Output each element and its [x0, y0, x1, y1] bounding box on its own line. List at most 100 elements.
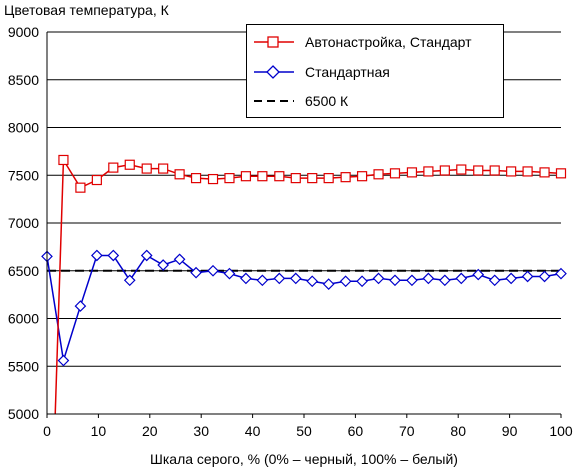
x-tick-label: 80	[450, 423, 466, 439]
y-tick-label: 7000	[8, 215, 39, 231]
series-auto-point	[108, 162, 119, 173]
legend-item-standard: Стандартная	[253, 62, 390, 82]
legend-swatch-dashed-black	[254, 100, 294, 102]
series-standard-point	[157, 259, 170, 271]
legend-label-standard: Стандартная	[305, 64, 390, 80]
series-standard-point	[339, 275, 352, 288]
series-standard-point	[74, 300, 87, 312]
legend-label-6500k: 6500 К	[305, 93, 349, 109]
series-standard-point	[505, 272, 517, 285]
series-standard-point	[538, 270, 551, 283]
series-auto	[54, 154, 567, 415]
series-auto-point	[240, 171, 252, 182]
series-auto-point	[439, 165, 450, 176]
series-standard-point	[438, 274, 451, 287]
x-tick-label: 100	[549, 423, 573, 439]
x-tick-label: 70	[399, 423, 415, 439]
series-standard-point	[207, 264, 219, 277]
legend-item-auto: Автонастройка, Стандарт	[253, 32, 472, 52]
series-standard-point	[406, 274, 418, 287]
x-tick-label: 60	[348, 423, 364, 439]
series-standard-point	[422, 272, 435, 285]
series-standard-point	[488, 274, 501, 287]
legend-item-6500k: 6500 К	[253, 91, 348, 111]
series-standard-point	[372, 272, 385, 285]
x-tick-label: 10	[91, 423, 107, 439]
series-auto-point	[522, 166, 533, 177]
series-standard	[41, 249, 567, 367]
series-auto-point	[356, 171, 368, 182]
series-auto-point	[423, 166, 434, 177]
y-tick-label: 7500	[8, 167, 39, 183]
x-tick-label: 0	[43, 423, 51, 439]
series-auto-point	[340, 172, 351, 183]
series-standard-point	[123, 274, 136, 287]
series-auto-point	[307, 173, 318, 184]
series-standard-point	[521, 270, 534, 283]
legend-label-auto: Автонастройка, Стандарт	[305, 34, 472, 50]
series-auto-point	[323, 173, 334, 184]
y-axis-tick-labels: 9000 8500 8000 7500 7000 6500 6000 5500 5000	[8, 24, 39, 422]
series-auto-point	[456, 164, 467, 175]
series-standard-point	[389, 274, 401, 287]
series-standard-point	[91, 249, 103, 262]
series-auto-point	[190, 173, 202, 184]
x-tick-label: 30	[193, 423, 209, 439]
series-auto-point	[91, 174, 102, 186]
series-standard-point	[57, 354, 70, 367]
series-auto-point	[58, 154, 69, 166]
series-standard-point	[256, 274, 269, 287]
legend-swatch-diamond-blue	[254, 65, 294, 79]
y-tick-label: 5000	[8, 406, 39, 422]
series-standard-point	[455, 272, 468, 285]
series-standard-point	[555, 267, 567, 280]
series-auto-point	[290, 173, 301, 184]
chart-title: Цветовая температура, К	[4, 2, 170, 18]
series-standard-point	[356, 275, 368, 288]
x-tick-label: 20	[142, 423, 158, 439]
series-standard-point	[322, 278, 335, 290]
x-tick-label: 50	[296, 423, 312, 439]
series-standard-point	[223, 267, 236, 280]
y-tick-label: 6500	[8, 263, 39, 279]
series-auto-point	[373, 169, 384, 180]
series-auto-point	[406, 167, 418, 178]
chart-legend: Автонастройка, Стандарт Стандартная 6500…	[246, 24, 504, 118]
series-standard-point	[240, 272, 252, 285]
series-auto-point	[141, 163, 152, 174]
series-auto-point	[506, 166, 517, 177]
series-standard-point	[306, 275, 319, 288]
series-auto-point	[473, 165, 484, 176]
legend-swatch-square-red	[254, 36, 294, 48]
series-auto-point	[124, 159, 135, 170]
series-auto-point	[274, 171, 285, 182]
series-auto-point	[174, 169, 185, 180]
series-standard-point	[273, 272, 286, 285]
y-tick-label: 5500	[8, 358, 39, 374]
x-tick-label: 40	[245, 423, 261, 439]
series-auto-point	[257, 171, 268, 182]
y-tick-label: 6000	[8, 311, 39, 327]
series-auto-point	[389, 168, 401, 179]
series-auto-point	[158, 163, 169, 174]
series-standard-point	[472, 268, 485, 281]
series-standard-point	[107, 249, 120, 262]
x-axis-title: Шкала серого, % (0% – черный, 100% – бел…	[150, 451, 458, 467]
x-axis-tick-labels: 0 10 20 30 40 50 60 70 80 90 100	[43, 414, 573, 439]
series-auto-point	[555, 168, 567, 179]
y-tick-label: 8500	[8, 72, 39, 88]
series-standard-point	[140, 249, 153, 262]
series-auto-point	[75, 182, 86, 193]
x-tick-label: 90	[502, 423, 518, 439]
series-standard-point	[289, 272, 302, 285]
series-auto-point	[489, 165, 500, 176]
series-auto-point	[207, 173, 219, 185]
series-auto-partial-segment	[54, 159, 65, 415]
series-standard-point	[173, 253, 186, 266]
y-tick-label: 8000	[8, 120, 39, 136]
series-auto-point	[539, 167, 550, 178]
series-auto-point	[224, 173, 235, 184]
y-tick-label: 9000	[8, 24, 39, 40]
chart-series	[41, 154, 567, 415]
